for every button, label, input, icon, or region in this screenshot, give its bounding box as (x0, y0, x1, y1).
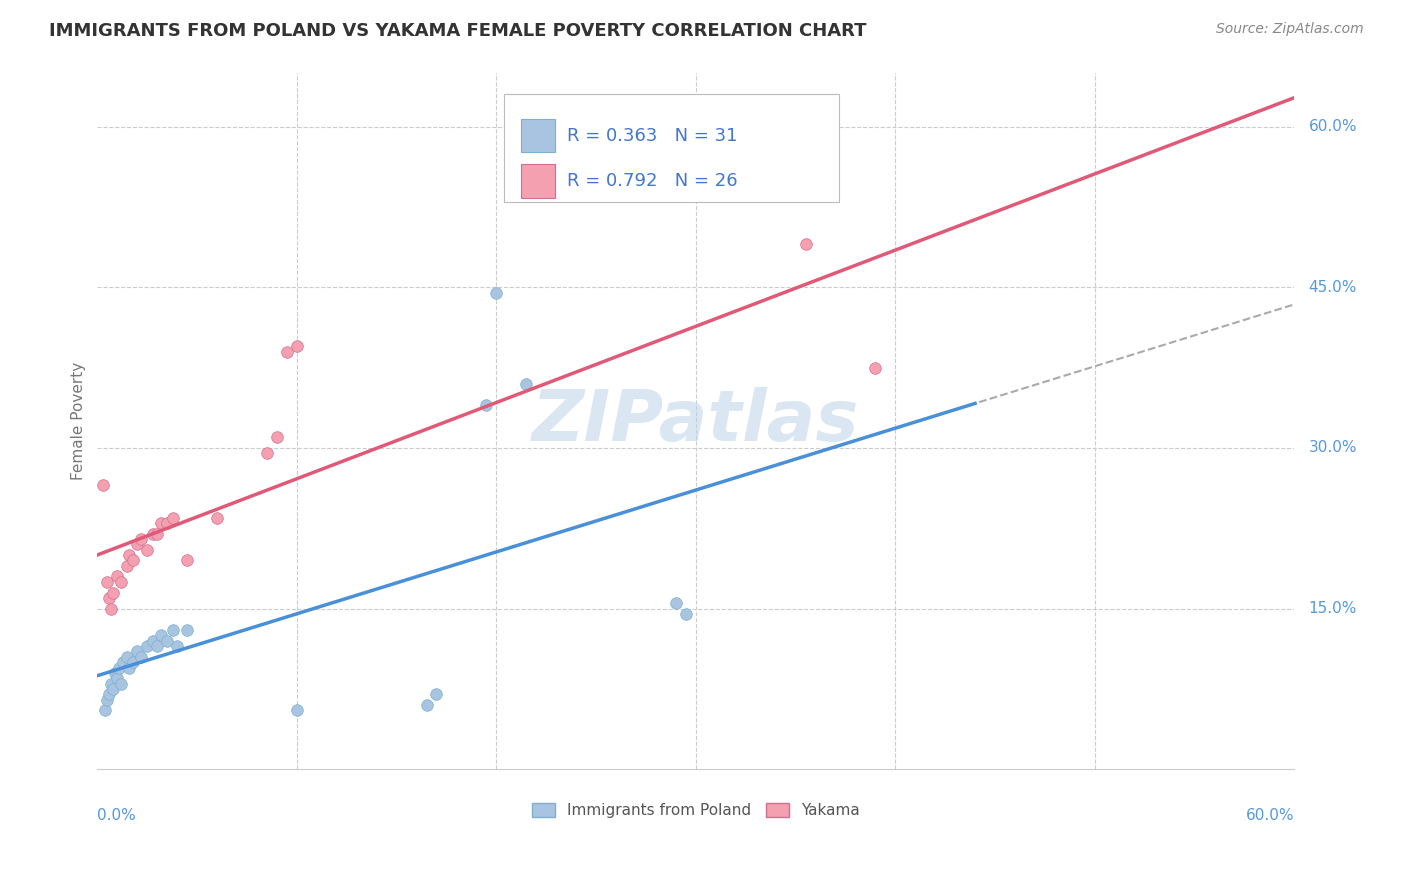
FancyBboxPatch shape (505, 94, 839, 202)
Point (166, 639, 188, 653)
Point (110, 676, 132, 690)
Point (108, 660, 131, 674)
Point (100, 601, 122, 615)
Point (96, 692, 118, 706)
Point (118, 660, 141, 674)
Point (156, 516, 179, 530)
Text: 15.0%: 15.0% (1309, 601, 1357, 616)
Point (142, 526, 165, 541)
Point (105, 671, 128, 685)
Text: 45.0%: 45.0% (1309, 280, 1357, 294)
Y-axis label: Female Poverty: Female Poverty (72, 362, 86, 480)
Point (276, 344, 298, 359)
Point (150, 628, 173, 642)
Point (162, 623, 184, 637)
Text: 0.0%: 0.0% (97, 807, 136, 822)
Point (100, 676, 122, 690)
Point (176, 553, 198, 567)
Point (146, 526, 169, 541)
Point (150, 516, 173, 530)
Legend: Immigrants from Poland, Yakama: Immigrants from Poland, Yakama (526, 797, 866, 824)
Point (127, 644, 149, 658)
Point (91, 478, 114, 492)
Point (425, 687, 447, 701)
Point (142, 633, 165, 648)
Point (665, 596, 688, 610)
Point (266, 430, 288, 444)
Point (162, 510, 184, 524)
Text: Source: ZipAtlas.com: Source: ZipAtlas.com (1216, 22, 1364, 37)
Point (103, 585, 125, 599)
Text: R = 0.792   N = 26: R = 0.792 N = 26 (567, 172, 737, 190)
Point (285, 339, 308, 353)
Text: ZIPatlas: ZIPatlas (531, 386, 859, 456)
Point (256, 446, 278, 460)
Point (415, 698, 437, 712)
Point (118, 548, 141, 562)
Point (103, 681, 125, 696)
Point (285, 703, 308, 717)
Point (98, 687, 121, 701)
Point (96, 574, 118, 589)
Point (794, 237, 817, 252)
Point (865, 360, 887, 375)
Point (129, 649, 152, 664)
Point (156, 633, 179, 648)
Point (136, 639, 159, 653)
Point (146, 639, 169, 653)
Point (136, 542, 159, 557)
FancyBboxPatch shape (522, 119, 554, 153)
Point (129, 532, 152, 546)
Point (485, 285, 508, 300)
Point (475, 398, 498, 412)
FancyBboxPatch shape (522, 164, 554, 198)
Point (98, 591, 121, 605)
Text: 60.0%: 60.0% (1246, 807, 1295, 822)
Point (117, 558, 139, 573)
Point (205, 510, 228, 524)
Point (675, 607, 697, 621)
Point (104, 665, 127, 680)
Point (127, 537, 149, 551)
Point (515, 376, 537, 391)
Text: 60.0%: 60.0% (1309, 119, 1357, 134)
Point (110, 574, 132, 589)
Text: R = 0.363   N = 31: R = 0.363 N = 31 (567, 127, 737, 145)
Point (176, 623, 198, 637)
Point (112, 655, 135, 669)
Point (105, 569, 128, 583)
Point (117, 649, 139, 664)
Point (94, 703, 117, 717)
Text: IMMIGRANTS FROM POLAND VS YAKAMA FEMALE POVERTY CORRELATION CHART: IMMIGRANTS FROM POLAND VS YAKAMA FEMALE … (49, 22, 866, 40)
Point (122, 553, 145, 567)
Text: 30.0%: 30.0% (1309, 441, 1357, 456)
Point (122, 655, 145, 669)
